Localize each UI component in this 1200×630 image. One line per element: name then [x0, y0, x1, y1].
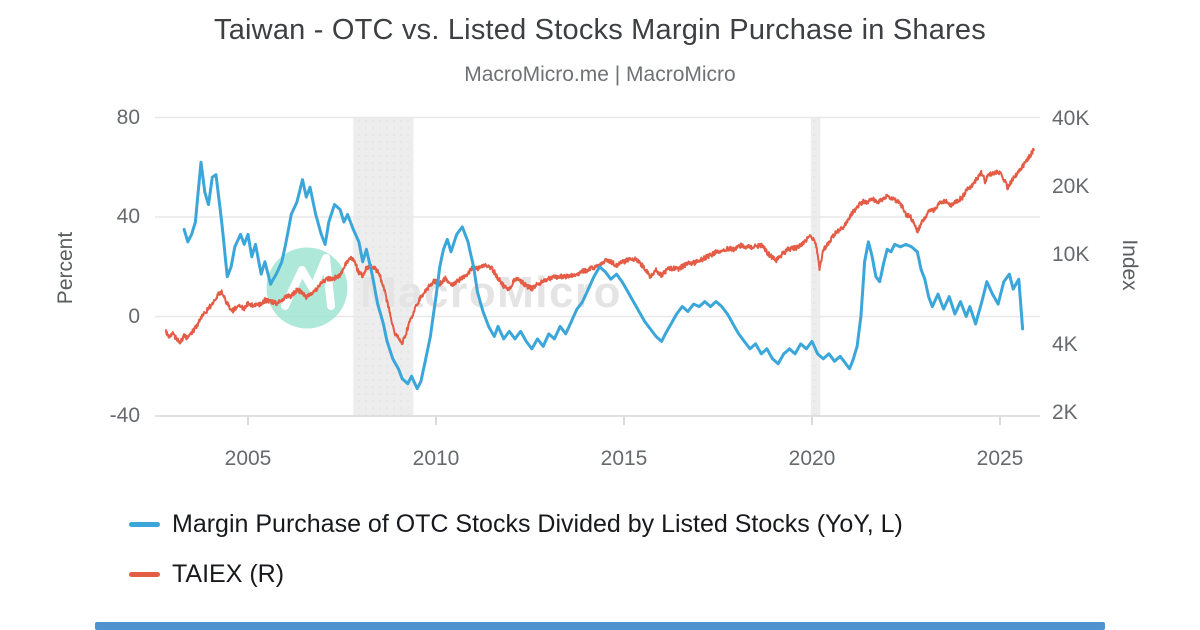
y-axis-left-title: Percent — [54, 231, 77, 305]
legend-label-otc-margin: Margin Purchase of OTC Stocks Divided by… — [172, 509, 903, 538]
legend-label-taiex: TAIEX (R) — [172, 559, 285, 588]
watermark-text: MacroMicro — [360, 268, 622, 317]
chart-subtitle: MacroMicro.me | MacroMicro — [464, 63, 736, 86]
legend-swatch-otc-margin — [129, 521, 160, 527]
y-right-tick-label: 40K — [1052, 106, 1090, 130]
x-tick-label: 2025 — [976, 447, 1024, 470]
y-right-tick-label: 10K — [1052, 243, 1090, 266]
legend-swatch-taiex — [129, 571, 160, 577]
series-otc-margin-line[interactable] — [182, 160, 1025, 391]
footer-accent-bar — [95, 622, 1105, 630]
y-left-tick-label: 0 — [128, 304, 140, 328]
legend-item-otc-margin[interactable]: Margin Purchase of OTC Stocks Divided by… — [129, 505, 903, 543]
chart-title: Taiwan - OTC vs. Listed Stocks Margin Pu… — [214, 14, 986, 46]
series-taiex-line[interactable] — [165, 147, 1035, 346]
legend-item-taiex[interactable]: TAIEX (R) — [129, 555, 903, 593]
y-left-tick-label: -40 — [109, 404, 140, 427]
watermark-logo-icon — [281, 254, 335, 310]
y-left-tick-label: 80 — [116, 105, 140, 129]
x-tick-label: 2010 — [412, 447, 460, 470]
y-right-tick-label: 20K — [1052, 174, 1090, 198]
y-right-tick-label: 4K — [1052, 332, 1078, 356]
x-tick-label: 2020 — [788, 447, 836, 470]
watermark: MacroMicro — [266, 247, 622, 329]
y-left-tick-label: 40 — [116, 205, 140, 228]
y-right-tick-label: 2K — [1052, 400, 1078, 424]
legend: Margin Purchase of OTC Stocks Divided by… — [129, 505, 903, 605]
x-tick-label: 2015 — [600, 447, 648, 470]
x-tick-label: 2005 — [224, 447, 272, 470]
